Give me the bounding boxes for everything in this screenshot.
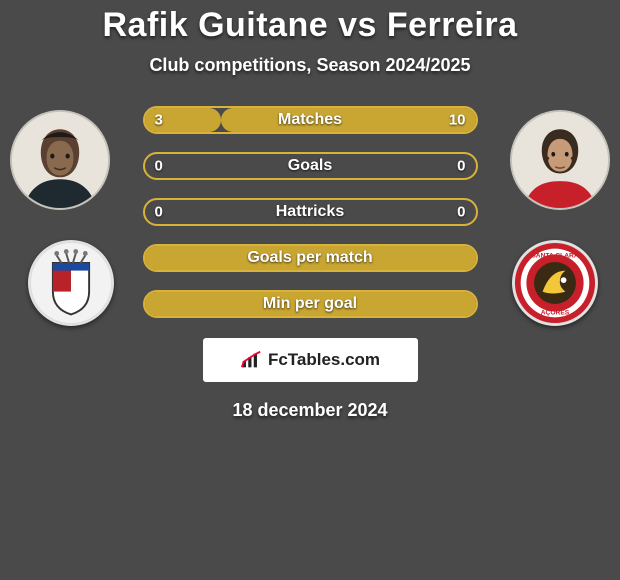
person-icon bbox=[12, 112, 108, 208]
comparison-card: Rafik Guitane vs Ferreira Club competiti… bbox=[0, 0, 620, 421]
svg-text:AÇORES: AÇORES bbox=[541, 309, 570, 316]
club-left-badge bbox=[28, 240, 114, 326]
brand-text: FcTables.com bbox=[268, 350, 380, 370]
stat-bar: Goals per match bbox=[143, 244, 478, 272]
brand-box: FcTables.com bbox=[203, 338, 418, 382]
club-right-badge: SANTA CLARA AÇORES bbox=[512, 240, 598, 326]
circle-badge-icon: SANTA CLARA AÇORES bbox=[514, 242, 596, 324]
stat-bar: Goals 0 0 bbox=[143, 152, 478, 180]
stat-label: Hattricks bbox=[276, 203, 344, 221]
person-icon bbox=[512, 112, 608, 208]
shield-icon bbox=[30, 242, 112, 324]
stat-value-left: 0 bbox=[155, 158, 163, 175]
date-text: 18 december 2024 bbox=[0, 400, 620, 421]
svg-text:SANTA CLARA: SANTA CLARA bbox=[531, 252, 579, 259]
content-area: SANTA CLARA AÇORES Matches310Goals00Hatt… bbox=[0, 100, 620, 421]
stat-value-right: 0 bbox=[457, 158, 465, 175]
stat-bar: Min per goal bbox=[143, 290, 478, 318]
subtitle: Club competitions, Season 2024/2025 bbox=[149, 55, 470, 76]
stat-value-right: 10 bbox=[449, 112, 466, 129]
stat-bars: Matches 3 10 Goals 0 0 Hattricks 0 0 Goals per ma… bbox=[143, 100, 478, 318]
stat-value-left: 3 bbox=[155, 112, 163, 129]
stat-value-left: 0 bbox=[155, 204, 163, 221]
player-right-avatar bbox=[510, 110, 610, 210]
player-left-avatar bbox=[10, 110, 110, 210]
stat-label: Matches bbox=[278, 111, 342, 129]
page-title: Rafik Guitane vs Ferreira bbox=[102, 6, 517, 45]
stat-bar: Hattricks 0 0 bbox=[143, 198, 478, 226]
bar-fill-right bbox=[221, 108, 476, 132]
bar-chart-icon bbox=[240, 349, 262, 371]
stat-label: Goals per match bbox=[247, 249, 372, 267]
stat-label: Min per goal bbox=[263, 295, 357, 313]
stat-label: Goals bbox=[288, 157, 332, 175]
stat-bar: Matches 3 10 bbox=[143, 106, 478, 134]
stat-value-right: 0 bbox=[457, 204, 465, 221]
